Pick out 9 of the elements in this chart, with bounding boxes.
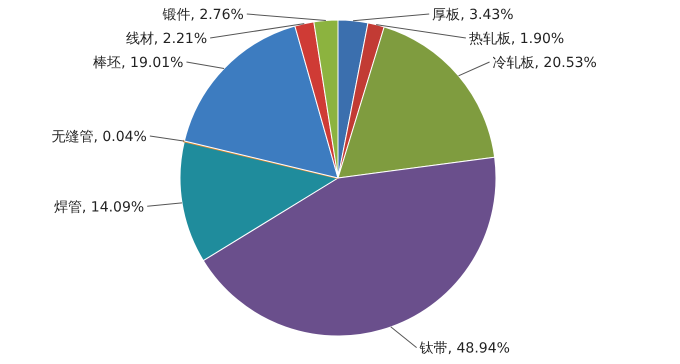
slice-label: 冷轧板, 20.53% <box>492 55 597 71</box>
slice-label: 线材, 2.21% <box>126 31 208 47</box>
slice-label: 无缝管, 0.04% <box>52 129 147 146</box>
slice-label: 厚板, 3.43% <box>432 7 514 23</box>
slice-label: 焊管, 14.09% <box>54 199 144 216</box>
slice-label: 棒坯, 19.01% <box>93 55 184 71</box>
slice-label: 热轧板, 1.90% <box>468 31 564 47</box>
slice-label: 钛带, 48.94% <box>418 340 510 357</box>
slice-label: 锻件, 2.76% <box>161 7 244 23</box>
